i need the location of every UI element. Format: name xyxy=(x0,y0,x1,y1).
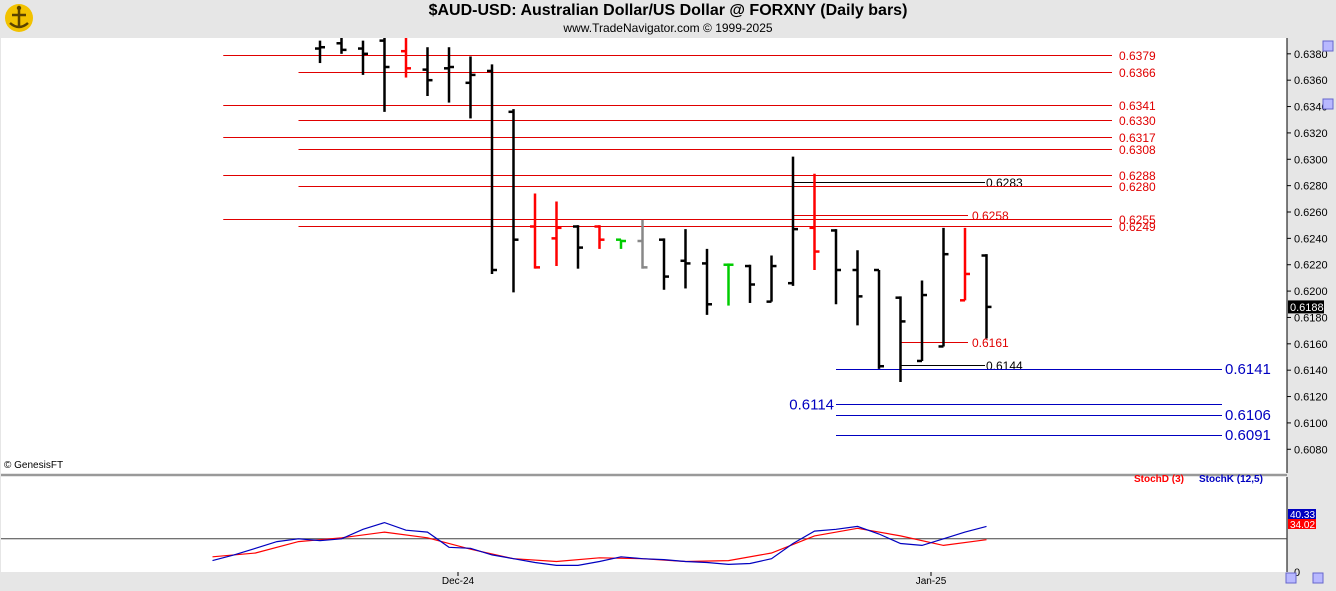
level-label: 0.6106 xyxy=(1225,407,1271,424)
price-tick-label: 0.6140 xyxy=(1294,365,1328,377)
level-label: 0.6379 xyxy=(1119,49,1156,63)
stoch-line xyxy=(212,521,987,567)
scroll-left-icon xyxy=(1285,572,1297,584)
level-label: 0.6288 xyxy=(1119,169,1156,183)
price-tick-label: 0.6300 xyxy=(1294,154,1328,166)
price-tick-label: 0.6080 xyxy=(1294,444,1328,456)
stoch-legend-d: StochD (3) xyxy=(1134,474,1184,485)
price-tick-label: 0.6380 xyxy=(1294,49,1328,61)
price-tick-label: 0.6280 xyxy=(1294,181,1328,193)
level-label: 0.6161 xyxy=(972,336,1009,350)
last-price-badge xyxy=(1288,300,1324,314)
level-label: 0.6141 xyxy=(1225,361,1271,378)
level-label: 0.6330 xyxy=(1119,114,1156,128)
stoch-last-badge xyxy=(1288,519,1316,529)
price-tick-label: 0.6340 xyxy=(1294,102,1328,114)
price-tick-label: 0.6240 xyxy=(1294,233,1328,245)
price-tick-label: 0.6200 xyxy=(1294,286,1328,298)
level-label: 0.6366 xyxy=(1119,66,1156,80)
stoch-legend-k: StochK (12,5) xyxy=(1199,474,1263,485)
price-axis-layer: 0.6380 0.6360 0.6340 0.6320 0.6300 0.6280 0.62… xyxy=(1287,49,1328,456)
level-label: 0.6317 xyxy=(1119,131,1156,145)
level-label: 0.6308 xyxy=(1119,143,1156,157)
stoch-last-badge xyxy=(1288,509,1316,519)
scroll-layer xyxy=(1285,40,1334,584)
level-label: 0.6114 xyxy=(789,397,834,414)
level-label: 0.6091 xyxy=(1225,427,1271,444)
price-tick-label: 0.6320 xyxy=(1294,128,1328,140)
level-label: 0.6283 xyxy=(986,176,1023,190)
level-label: 0.6255 xyxy=(1119,213,1156,227)
chart-subtitle: www.TradeNavigator.com © 1999-2025 xyxy=(563,21,773,35)
price-tick-label: 0.6160 xyxy=(1294,339,1328,351)
last-price-label: 0.6188 xyxy=(1290,302,1324,314)
scroll-right-icon xyxy=(1312,572,1324,584)
scroll-up-icon xyxy=(1322,40,1334,52)
chart-title: $AUD-USD: Australian Dollar/US Dollar @ … xyxy=(428,2,908,19)
scroll-down-icon xyxy=(1322,98,1334,110)
price-bars-layer xyxy=(315,38,992,383)
date-tick-label: Jan-25 xyxy=(916,576,947,587)
chart-header: $AUD-USD: Australian Dollar/US Dollar @ … xyxy=(0,0,1336,38)
level-label: 0.6258 xyxy=(972,209,1009,223)
stoch-last-label: 40.33 xyxy=(1290,510,1315,521)
level-label: 0.6280 xyxy=(1119,180,1156,194)
copyright-label: © GenesisFT xyxy=(4,460,63,471)
date-tick-label: Dec-24 xyxy=(442,576,475,587)
stoch-line xyxy=(212,527,987,563)
stoch-last-label: 34.02 xyxy=(1290,520,1315,531)
price-tick-label: 0.6360 xyxy=(1294,75,1328,87)
price-tick-label: 0.6260 xyxy=(1294,207,1328,219)
stoch-tick-label: 0 xyxy=(1294,567,1300,579)
level-label: 0.6144 xyxy=(986,359,1023,373)
price-tick-label: 0.6100 xyxy=(1294,418,1328,430)
stoch-panel-background xyxy=(1,477,1287,572)
genesis-logo-icon xyxy=(5,4,33,32)
level-label: 0.6341 xyxy=(1119,99,1156,113)
price-panel-background xyxy=(1,38,1287,473)
price-tick-label: 0.6180 xyxy=(1294,312,1328,324)
price-tick-label: 0.6120 xyxy=(1294,392,1328,404)
level-label: 0.6249 xyxy=(1119,220,1156,234)
price-tick-label: 0.6220 xyxy=(1294,260,1328,272)
